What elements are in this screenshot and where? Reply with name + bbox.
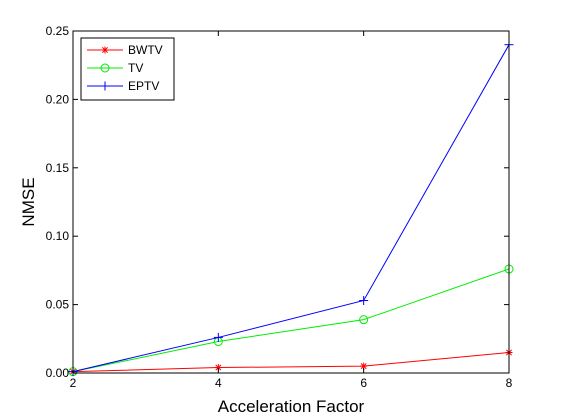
legend-marker-tv [100, 63, 110, 73]
x-tick-label-1: 4 [215, 376, 222, 390]
point-eptv-1 [213, 332, 223, 342]
y-tick-label-3: 0.15 [46, 161, 70, 175]
x-tick-label-0: 2 [70, 376, 77, 390]
legend-marker-eptv [100, 81, 110, 91]
legend-label-tv: TV [128, 61, 143, 75]
legend-marker-bwtv-d2 [102, 47, 108, 53]
legend-item-bwtv: BWTV [87, 43, 163, 57]
point-tv-2 [359, 315, 369, 325]
x-tick-label-2: 6 [360, 376, 367, 390]
series-line-eptv [72, 44, 510, 373]
legend: BWTV TV EPTV [80, 37, 175, 101]
point-eptv-2 [359, 295, 369, 305]
point-bwtv-2-d2 [360, 363, 367, 370]
y-tick-label-4: 0.20 [46, 92, 70, 106]
legend-marker-bwtv [101, 46, 109, 54]
axes-box [72, 30, 510, 374]
x-axis-label: Acceleration Factor [218, 397, 365, 416]
legend-label-eptv: EPTV [128, 79, 159, 93]
y-tick-label-2: 0.10 [46, 229, 70, 243]
legend-item-tv: TV [87, 61, 143, 75]
y-axis-label: NMSE [19, 177, 38, 226]
axes-layer: 2 4 6 8 0.00 0.05 0.10 0.15 0.20 0.25 [46, 24, 513, 390]
x-tick-label-3: 8 [506, 376, 513, 390]
legend-box [80, 37, 175, 101]
legend-label-bwtv: BWTV [128, 43, 163, 57]
y-tick-label-0: 0.00 [46, 366, 70, 380]
y-tick-label-1: 0.05 [46, 298, 70, 312]
point-bwtv-1-d2 [215, 364, 222, 371]
legend-item-eptv: EPTV [87, 79, 159, 93]
y-tick-label-5: 0.25 [46, 24, 70, 38]
series-layer [68, 40, 514, 377]
series-line-tv [72, 268, 510, 373]
series-line-bwtv [72, 351, 510, 373]
